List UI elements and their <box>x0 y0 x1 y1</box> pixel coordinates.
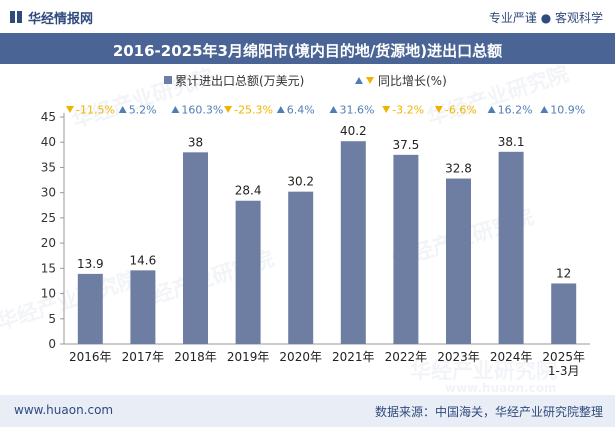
bar <box>393 154 419 344</box>
growth-label: -6.6% <box>445 104 477 117</box>
tagline: 专业严谨 ● 客观科学 <box>488 11 603 25</box>
y-tick-label: 20 <box>41 236 56 250</box>
bar-value-label: 13.9 <box>77 257 104 271</box>
growth-label: 31.6% <box>340 104 375 117</box>
x-tick-label: 2024年 <box>490 350 533 364</box>
bar-value-label: 38.1 <box>498 135 525 149</box>
growth-down-icon <box>434 106 443 113</box>
growth-up-icon <box>329 106 338 113</box>
y-tick-label: 15 <box>41 261 56 275</box>
bar <box>77 273 103 344</box>
brand-name: 华经情报网 <box>28 12 94 27</box>
x-tick-label: 2016年 <box>69 350 112 364</box>
growth-up-icon <box>171 106 180 113</box>
legend-bar-label: 累计进出口总额(万美元) <box>175 74 304 88</box>
growth-up-icon <box>118 106 127 113</box>
x-tick-label: 2020年 <box>279 350 322 364</box>
y-tick-label: 35 <box>41 160 56 174</box>
bar <box>498 151 524 344</box>
legend-down-triangle-icon <box>366 77 374 84</box>
bar <box>183 152 208 344</box>
x-tick-label: 2021年 <box>332 350 375 364</box>
bar-value-label: 14.6 <box>130 253 157 267</box>
x-tick-label: 2019年 <box>227 350 270 364</box>
bar-value-label: 38 <box>188 135 203 149</box>
footer-url: www.huaon.com <box>14 403 114 417</box>
header: 华经情报网 专业严谨 ● 客观科学 <box>0 0 615 33</box>
y-tick-label: 45 <box>41 110 56 124</box>
growth-down-icon <box>224 106 233 113</box>
bar <box>288 191 314 344</box>
y-tick-label: 5 <box>48 312 56 326</box>
bar-value-label: 32.8 <box>445 162 472 176</box>
footer-bar <box>0 395 615 427</box>
growth-label: -3.2% <box>392 104 424 117</box>
growth-up-icon <box>276 106 285 113</box>
watermark-text: 华经产业研究院 <box>0 267 141 335</box>
y-tick-label: 25 <box>41 211 56 225</box>
growth-down-icon <box>66 106 74 113</box>
growth-up-icon <box>487 106 496 113</box>
legend-bar-swatch <box>164 76 172 84</box>
bar <box>446 178 471 344</box>
chart-title: 2016-2025年3月绵阳市(境内目的地/货源地)进出口总额 <box>112 42 503 60</box>
bar-value-label: 40.2 <box>340 124 367 138</box>
growth-label: -25.3% <box>234 104 273 117</box>
bar <box>235 200 261 344</box>
growth-label: 160.3% <box>181 104 223 117</box>
bar-value-label: 12 <box>556 266 571 280</box>
growth-label: 16.2% <box>498 104 533 117</box>
growth-label: 6.4% <box>287 104 315 117</box>
brand-logo-icon <box>10 11 22 23</box>
x-tick-label: 2025年 <box>542 350 585 364</box>
chart: 华经产业研究院华经产业研究院华经产业研究院华经产业研究院华经产业研究院华经产业研… <box>0 64 590 395</box>
growth-label: 5.2% <box>129 104 157 117</box>
growth-label: 10.9% <box>550 104 585 117</box>
legend-up-triangle-icon <box>355 77 363 84</box>
bar-value-label: 28.4 <box>235 184 262 198</box>
x-tick-label: 2022年 <box>385 350 428 364</box>
legend-growth-label: 同比增长(%) <box>378 74 447 88</box>
growth-up-icon <box>540 106 549 113</box>
growth-down-icon <box>382 106 391 113</box>
bar <box>130 270 156 344</box>
x-tick-label: 2018年 <box>174 350 217 364</box>
x-tick-label: 2017年 <box>122 350 165 364</box>
bar <box>340 141 366 344</box>
y-tick-label: 40 <box>41 135 56 149</box>
y-tick-label: 0 <box>48 337 56 351</box>
x-tick-label: 1-3月 <box>548 364 580 378</box>
watermark-text: 华经产业研究院 <box>410 359 557 383</box>
watermark-url: www.huaon.com <box>445 381 556 395</box>
bar-value-label: 37.5 <box>393 138 420 152</box>
y-tick-label: 10 <box>41 287 56 301</box>
footer-source: 数据来源：中国海关，华经产业研究院整理 <box>374 405 603 419</box>
x-tick-label: 2023年 <box>437 350 480 364</box>
bar-value-label: 30.2 <box>287 175 314 189</box>
bar <box>551 283 577 344</box>
title-bar <box>0 33 615 64</box>
growth-label: -11.5% <box>76 104 115 117</box>
y-tick-label: 30 <box>41 186 56 200</box>
